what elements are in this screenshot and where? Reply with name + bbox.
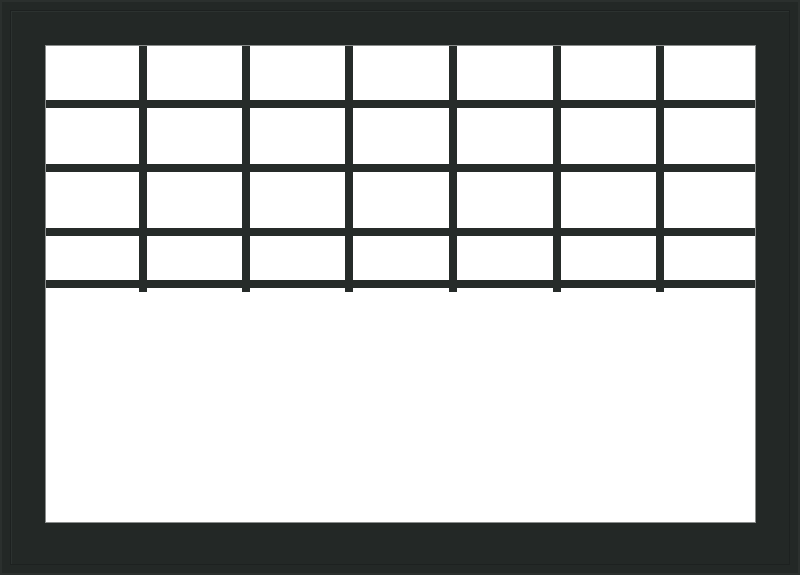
grille-horizontal-bar: [46, 228, 755, 236]
window-sash: [10, 10, 790, 565]
grille-horizontal-bar: [46, 164, 755, 172]
grille-horizontal-bar: [46, 280, 755, 288]
grille-horizontal-bar: [46, 100, 755, 108]
